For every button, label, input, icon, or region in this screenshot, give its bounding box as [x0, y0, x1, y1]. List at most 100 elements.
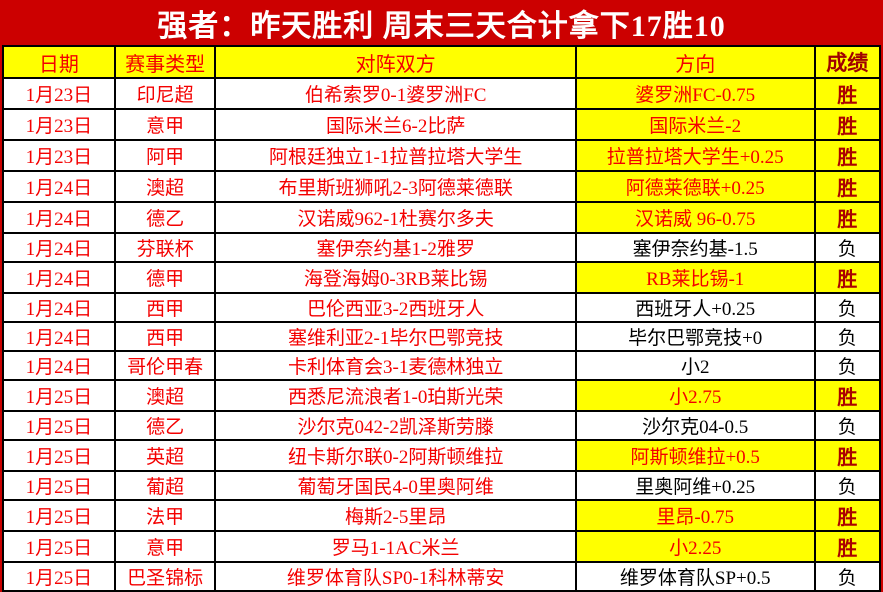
- date-cell: 1月25日: [2, 530, 116, 563]
- direction-cell: 小2: [574, 350, 816, 381]
- result-cell: 负: [813, 410, 882, 441]
- result-cell: 胜: [813, 201, 882, 234]
- table-row: 1月25日 法甲 梅斯2-5里昂 里昂-0.75 胜: [2, 499, 882, 532]
- match-cell: 沙尔克042-2凯泽斯劳滕: [214, 410, 577, 441]
- date-cell: 1月24日: [2, 350, 116, 381]
- match-cell: 梅斯2-5里昂: [214, 499, 577, 532]
- header-result: 成绩: [813, 45, 882, 79]
- header-direction: 方向: [574, 45, 816, 79]
- league-cell: 德乙: [113, 201, 217, 234]
- table-row: 1月24日 澳超 布里斯班狮吼2-3阿德莱德联 阿德莱德联+0.25 胜: [2, 170, 882, 203]
- table-header: 日期 赛事类型 对阵双方 方向 成绩: [2, 45, 882, 79]
- direction-cell: 小2.75: [574, 379, 816, 412]
- date-cell: 1月25日: [2, 499, 116, 532]
- league-cell: 芬联杯: [113, 232, 217, 263]
- result-cell: 负: [813, 561, 882, 592]
- direction-cell: 阿德莱德联+0.25: [574, 170, 816, 203]
- match-cell: 罗马1-1AC米兰: [214, 530, 577, 563]
- result-cell: 胜: [813, 439, 882, 472]
- header-match: 对阵双方: [214, 45, 577, 79]
- header-row: 日期 赛事类型 对阵双方 方向 成绩: [2, 45, 882, 79]
- direction-cell: 里昂-0.75: [574, 499, 816, 532]
- league-cell: 印尼超: [113, 77, 217, 110]
- direction-cell: 西班牙人+0.25: [574, 292, 816, 323]
- banner: 强者：昨天胜利 周末三天合计拿下17胜10: [0, 0, 883, 45]
- match-cell: 海登海姆0-3RB莱比锡: [214, 261, 577, 294]
- direction-cell: 阿斯顿维拉+0.5: [574, 439, 816, 472]
- table-row: 1月25日 英超 纽卡斯尔联0-2阿斯顿维拉 阿斯顿维拉+0.5 胜: [2, 439, 882, 472]
- result-cell: 胜: [813, 139, 882, 172]
- results-table-body: 1月23日 印尼超 伯希索罗0-1婆罗洲FC 婆罗洲FC-0.75 胜 1月23日 意甲 国际…: [2, 77, 882, 592]
- league-cell: 澳超: [113, 379, 217, 412]
- date-cell: 1月25日: [2, 379, 116, 412]
- table-row: 1月24日 哥伦甲春 卡利体育会3-1麦德林独立 小2 负: [2, 350, 882, 381]
- result-cell: 负: [813, 470, 882, 501]
- league-cell: 澳超: [113, 170, 217, 203]
- result-cell: 负: [813, 232, 882, 263]
- direction-cell: 维罗体育队SP+0.5: [574, 561, 816, 592]
- match-cell: 布里斯班狮吼2-3阿德莱德联: [214, 170, 577, 203]
- date-cell: 1月25日: [2, 439, 116, 472]
- league-cell: 法甲: [113, 499, 217, 532]
- league-cell: 西甲: [113, 292, 217, 323]
- match-cell: 塞维利亚2-1毕尔巴鄂竞技: [214, 321, 577, 352]
- date-cell: 1月24日: [2, 201, 116, 234]
- match-cell: 维罗体育队SP0-1科林蒂安: [214, 561, 577, 592]
- date-cell: 1月25日: [2, 561, 116, 592]
- date-cell: 1月23日: [2, 139, 116, 172]
- direction-cell: RB莱比锡-1: [574, 261, 816, 294]
- league-cell: 巴圣锦标: [113, 561, 217, 592]
- table-row: 1月25日 葡超 葡萄牙国民4-0里奥阿维 里奥阿维+0.25 负: [2, 470, 882, 501]
- direction-cell: 汉诺威 96-0.75: [574, 201, 816, 234]
- league-cell: 意甲: [113, 108, 217, 141]
- match-cell: 西悉尼流浪者1-0珀斯光荣: [214, 379, 577, 412]
- result-cell: 负: [813, 292, 882, 323]
- direction-cell: 里奥阿维+0.25: [574, 470, 816, 501]
- match-cell: 伯希索罗0-1婆罗洲FC: [214, 77, 577, 110]
- table-row: 1月24日 西甲 塞维利亚2-1毕尔巴鄂竞技 毕尔巴鄂竞技+0 负: [2, 321, 882, 352]
- result-cell: 胜: [813, 170, 882, 203]
- date-cell: 1月24日: [2, 170, 116, 203]
- results-table: 日期 赛事类型 对阵双方 方向 成绩 1月23日 印尼超 伯希索罗0-1婆罗洲FC 婆…: [2, 45, 882, 592]
- match-cell: 国际米兰6-2比萨: [214, 108, 577, 141]
- match-cell: 阿根廷独立1-1拉普拉塔大学生: [214, 139, 577, 172]
- direction-cell: 小2.25: [574, 530, 816, 563]
- league-cell: 德甲: [113, 261, 217, 294]
- league-cell: 意甲: [113, 530, 217, 563]
- header-league: 赛事类型: [113, 45, 217, 79]
- match-cell: 塞伊奈约基1-2雅罗: [214, 232, 577, 263]
- table-row: 1月23日 意甲 国际米兰6-2比萨 国际米兰-2 胜: [2, 108, 882, 141]
- league-cell: 葡超: [113, 470, 217, 501]
- date-cell: 1月24日: [2, 321, 116, 352]
- table-row: 1月25日 意甲 罗马1-1AC米兰 小2.25 胜: [2, 530, 882, 563]
- direction-cell: 沙尔克04-0.5: [574, 410, 816, 441]
- direction-cell: 塞伊奈约基-1.5: [574, 232, 816, 263]
- result-cell: 胜: [813, 108, 882, 141]
- direction-cell: 婆罗洲FC-0.75: [574, 77, 816, 110]
- date-cell: 1月24日: [2, 292, 116, 323]
- table-row: 1月24日 德甲 海登海姆0-3RB莱比锡 RB莱比锡-1 胜: [2, 261, 882, 294]
- match-cell: 巴伦西亚3-2西班牙人: [214, 292, 577, 323]
- result-cell: 胜: [813, 379, 882, 412]
- table-row: 1月23日 印尼超 伯希索罗0-1婆罗洲FC 婆罗洲FC-0.75 胜: [2, 77, 882, 110]
- table-row: 1月25日 德乙 沙尔克042-2凯泽斯劳滕 沙尔克04-0.5 负: [2, 410, 882, 441]
- table-row: 1月24日 德乙 汉诺威962-1杜赛尔多夫 汉诺威 96-0.75 胜: [2, 201, 882, 234]
- league-cell: 英超: [113, 439, 217, 472]
- league-cell: 哥伦甲春: [113, 350, 217, 381]
- match-cell: 纽卡斯尔联0-2阿斯顿维拉: [214, 439, 577, 472]
- result-cell: 胜: [813, 499, 882, 532]
- league-cell: 西甲: [113, 321, 217, 352]
- direction-cell: 拉普拉塔大学生+0.25: [574, 139, 816, 172]
- league-cell: 阿甲: [113, 139, 217, 172]
- direction-cell: 国际米兰-2: [574, 108, 816, 141]
- match-cell: 卡利体育会3-1麦德林独立: [214, 350, 577, 381]
- table-row: 1月24日 西甲 巴伦西亚3-2西班牙人 西班牙人+0.25 负: [2, 292, 882, 323]
- date-cell: 1月24日: [2, 261, 116, 294]
- page-title: 强者：昨天胜利 周末三天合计拿下17胜10: [157, 9, 726, 43]
- table-row: 1月25日 澳超 西悉尼流浪者1-0珀斯光荣 小2.75 胜: [2, 379, 882, 412]
- date-cell: 1月23日: [2, 77, 116, 110]
- table-row: 1月25日 巴圣锦标 维罗体育队SP0-1科林蒂安 维罗体育队SP+0.5 负: [2, 561, 882, 592]
- date-cell: 1月23日: [2, 108, 116, 141]
- result-cell: 胜: [813, 261, 882, 294]
- header-date: 日期: [2, 45, 116, 79]
